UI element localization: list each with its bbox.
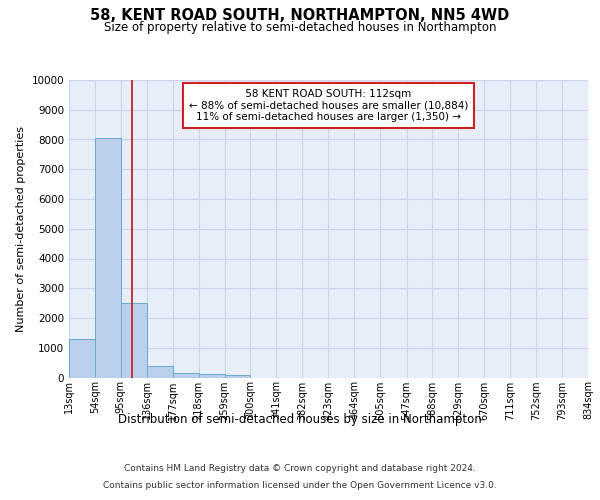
- Bar: [199, 374, 224, 378]
- Text: Contains public sector information licensed under the Open Government Licence v3: Contains public sector information licen…: [103, 481, 497, 490]
- Text: Contains HM Land Registry data © Crown copyright and database right 2024.: Contains HM Land Registry data © Crown c…: [124, 464, 476, 473]
- Y-axis label: Number of semi-detached properties: Number of semi-detached properties: [16, 126, 26, 332]
- Bar: [224, 375, 250, 378]
- Text: Size of property relative to semi-detached houses in Northampton: Size of property relative to semi-detach…: [104, 21, 496, 34]
- Text: Distribution of semi-detached houses by size in Northampton: Distribution of semi-detached houses by …: [118, 412, 482, 426]
- Bar: [147, 366, 173, 378]
- Bar: [95, 138, 121, 378]
- Text: 58 KENT ROAD SOUTH: 112sqm     
← 88% of semi-detached houses are smaller (10,88: 58 KENT ROAD SOUTH: 112sqm ← 88% of semi…: [189, 89, 468, 122]
- Bar: [121, 303, 147, 378]
- Text: 58, KENT ROAD SOUTH, NORTHAMPTON, NN5 4WD: 58, KENT ROAD SOUTH, NORTHAMPTON, NN5 4W…: [91, 8, 509, 22]
- Bar: [69, 339, 95, 378]
- Bar: [173, 372, 199, 378]
